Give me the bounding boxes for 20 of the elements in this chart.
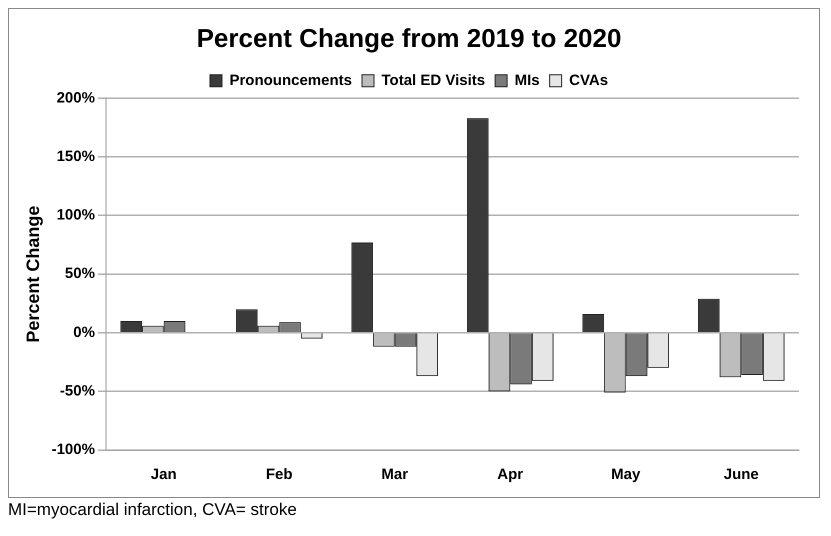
y-tick-label: 0% [73, 324, 95, 341]
x-tick-label: Jan [150, 466, 177, 484]
x-tick-label: Apr [497, 466, 524, 484]
legend-label: Total ED Visits [381, 72, 486, 89]
x-tick-label: June [724, 466, 759, 484]
x-tick-label: May [611, 466, 641, 484]
y-tick-label: 150% [56, 148, 95, 165]
legend-label: Pronouncements [229, 72, 352, 89]
y-axis-title: Percent Change [22, 206, 43, 343]
y-tick-label: -50% [60, 382, 95, 400]
y-tick-label: 200% [56, 89, 95, 106]
x-tick-label: Mar [381, 466, 408, 484]
y-tick-label: 100% [56, 206, 95, 224]
chart-title: Percent Change from 2019 to 2020 [196, 22, 622, 53]
text: MI=myocardial infarction, CVA= stroke [8, 500, 298, 520]
legend-label: MIs [514, 72, 540, 89]
x-tick-label: Feb [266, 466, 293, 484]
y-tick-label: 50% [64, 265, 95, 282]
legend-label: CVAs [569, 72, 608, 89]
y-tick-label: -100% [52, 441, 95, 458]
